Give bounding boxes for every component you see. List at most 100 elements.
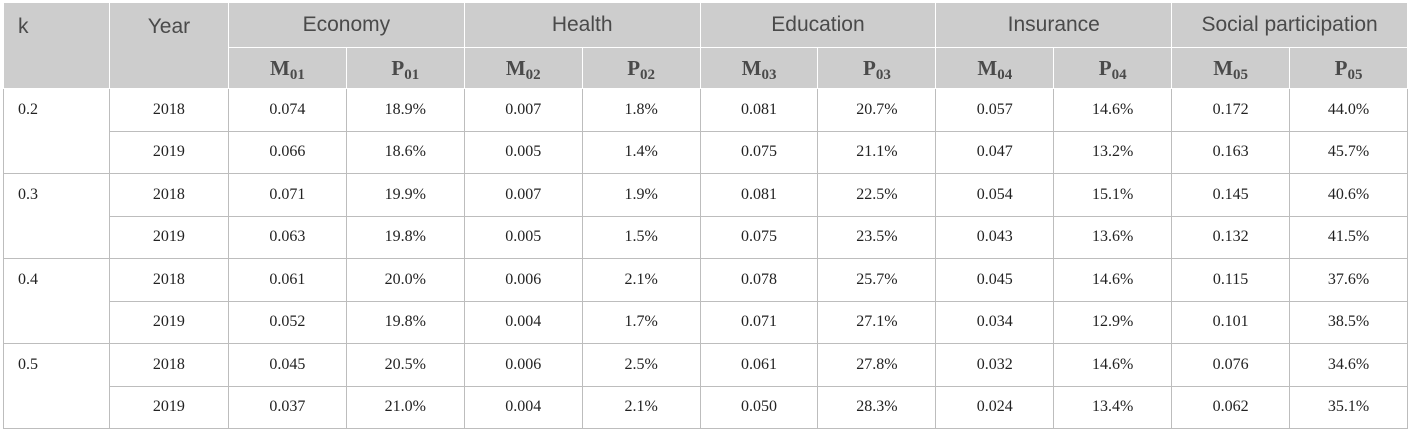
subheader-letter: P bbox=[1334, 55, 1348, 80]
value-cell: 0.115 bbox=[1171, 258, 1291, 302]
value-cell: 27.8% bbox=[817, 343, 937, 387]
value-cell: 0.050 bbox=[699, 385, 819, 429]
value-cell: 37.6% bbox=[1289, 258, 1408, 302]
subheader-index: 04 bbox=[1111, 66, 1127, 83]
value-cell: 28.3% bbox=[817, 385, 937, 429]
value-cell: 0.075 bbox=[699, 130, 819, 174]
year-cell: 2018 bbox=[108, 88, 229, 132]
header-row-groups: k Year Economy Health Education Insuranc… bbox=[3, 2, 1408, 89]
value-cell: 34.6% bbox=[1289, 343, 1408, 387]
subheader-index: 01 bbox=[289, 66, 305, 83]
table-row: 0.4 2018 0.061 20.0% 0.006 2.1% 0.078 25.7% 0.04… bbox=[3, 258, 1408, 344]
value-cell: 0.062 bbox=[1171, 385, 1291, 429]
value-cell: 0.075 bbox=[699, 215, 819, 259]
value-cell: 0.081 bbox=[699, 173, 819, 217]
value-cell: 2.5% bbox=[581, 343, 701, 387]
value-cell: 0.066 bbox=[227, 130, 347, 174]
subheader-index: 05 bbox=[1347, 66, 1363, 83]
table-body: 0.2 2018 0.074 18.9% 0.007 1.8% 0.081 20.7% 0.05… bbox=[3, 88, 1408, 429]
table-row: 0.2 2018 0.074 18.9% 0.007 1.8% 0.081 20.7% 0.05… bbox=[3, 88, 1408, 174]
k-value-cell: 0.5 bbox=[3, 343, 110, 429]
subheader-letter: P bbox=[1098, 55, 1112, 80]
subheader-letter: P bbox=[863, 55, 876, 80]
value-cell: 0.078 bbox=[699, 258, 819, 302]
value-cell: 14.6% bbox=[1053, 88, 1173, 132]
table-header: k Year Economy Health Education Insuranc… bbox=[3, 2, 1408, 89]
value-cell: 1.9% bbox=[581, 173, 701, 217]
value-cell: 14.6% bbox=[1053, 258, 1173, 302]
data-table: k Year Economy Health Education Insuranc… bbox=[3, 2, 1408, 429]
year-cell: 2018 bbox=[108, 343, 229, 387]
year-cell: 2019 bbox=[108, 215, 229, 259]
header-education: Education bbox=[699, 2, 937, 48]
value-cell: 0.145 bbox=[1171, 173, 1291, 217]
value-cell: 0.043 bbox=[935, 215, 1055, 259]
subheader-index: 03 bbox=[761, 66, 777, 83]
value-cell: 38.5% bbox=[1289, 300, 1408, 344]
value-cell: 20.0% bbox=[345, 258, 465, 302]
k-value-cell: 0.2 bbox=[3, 88, 110, 174]
value-cell: 23.5% bbox=[817, 215, 937, 259]
k-value-cell: 0.4 bbox=[3, 258, 110, 344]
value-cell: 0.052 bbox=[227, 300, 347, 344]
value-cell: 1.8% bbox=[581, 88, 701, 132]
year-cell: 2018 bbox=[108, 173, 229, 217]
value-cell: 0.071 bbox=[227, 173, 347, 217]
value-cell: 41.5% bbox=[1289, 215, 1408, 259]
subheader-p01: P01 bbox=[345, 47, 465, 89]
subheader-index: 05 bbox=[1233, 66, 1249, 83]
header-row-subcolumns: M01 P01 M02 P02 M03 P03 M04 P04 M05 P05 bbox=[4, 47, 1408, 89]
value-cell: 0.047 bbox=[935, 130, 1055, 174]
value-cell: 18.6% bbox=[345, 130, 465, 174]
subheader-m02: M02 bbox=[463, 47, 583, 89]
subheader-index: 02 bbox=[640, 66, 656, 83]
value-cell: 0.007 bbox=[463, 88, 583, 132]
value-cell: 0.054 bbox=[935, 173, 1055, 217]
subheader-letter: M bbox=[977, 55, 998, 80]
header-insurance: Insurance bbox=[935, 2, 1173, 48]
table-row: 2019 0.063 19.8% 0.005 1.5% 0.075 23.5% 0.043 13… bbox=[4, 215, 1408, 259]
value-cell: 1.7% bbox=[581, 300, 701, 344]
header-year: Year bbox=[108, 2, 229, 89]
subheader-letter: M bbox=[1213, 55, 1234, 80]
value-cell: 0.132 bbox=[1171, 215, 1291, 259]
table-row: 0.3 2018 0.071 19.9% 0.007 1.9% 0.081 22.5% 0.05… bbox=[3, 173, 1408, 259]
value-cell: 13.6% bbox=[1053, 215, 1173, 259]
subheader-p02: P02 bbox=[581, 47, 701, 89]
subheader-p04: P04 bbox=[1053, 47, 1173, 89]
value-cell: 0.076 bbox=[1171, 343, 1291, 387]
value-cell: 19.9% bbox=[345, 173, 465, 217]
value-cell: 0.163 bbox=[1171, 130, 1291, 174]
subheader-letter: M bbox=[741, 55, 762, 80]
value-cell: 20.5% bbox=[345, 343, 465, 387]
value-cell: 0.061 bbox=[227, 258, 347, 302]
subheader-index: 03 bbox=[875, 66, 891, 83]
subheader-index: 01 bbox=[404, 66, 420, 83]
value-cell: 0.057 bbox=[935, 88, 1055, 132]
subheader-m01: M01 bbox=[227, 47, 347, 89]
value-cell: 0.007 bbox=[463, 173, 583, 217]
subheader-m04: M04 bbox=[935, 47, 1055, 89]
subheader-m03: M03 bbox=[699, 47, 819, 89]
subheader-index: 02 bbox=[525, 66, 541, 83]
value-cell: 14.6% bbox=[1053, 343, 1173, 387]
value-cell: 0.034 bbox=[935, 300, 1055, 344]
header-economy: Economy bbox=[227, 2, 465, 48]
value-cell: 15.1% bbox=[1053, 173, 1173, 217]
value-cell: 45.7% bbox=[1289, 130, 1408, 174]
subheader-m05: M05 bbox=[1171, 47, 1291, 89]
header-health: Health bbox=[463, 2, 701, 48]
year-cell: 2019 bbox=[108, 385, 229, 429]
value-cell: 0.005 bbox=[463, 215, 583, 259]
year-cell: 2019 bbox=[108, 300, 229, 344]
value-cell: 21.1% bbox=[817, 130, 937, 174]
value-cell: 44.0% bbox=[1289, 88, 1408, 132]
header-k: k bbox=[3, 2, 110, 89]
subheader-letter: P bbox=[627, 55, 641, 80]
subheader-letter: P bbox=[391, 55, 405, 80]
value-cell: 20.7% bbox=[817, 88, 937, 132]
value-cell: 0.006 bbox=[463, 258, 583, 302]
table-row: 2019 0.037 21.0% 0.004 2.1% 0.050 28.3% 0.024 13… bbox=[4, 385, 1408, 429]
table-row: 0.5 2018 0.045 20.5% 0.006 2.5% 0.061 27.8% 0.03… bbox=[3, 343, 1408, 429]
value-cell: 0.004 bbox=[463, 385, 583, 429]
